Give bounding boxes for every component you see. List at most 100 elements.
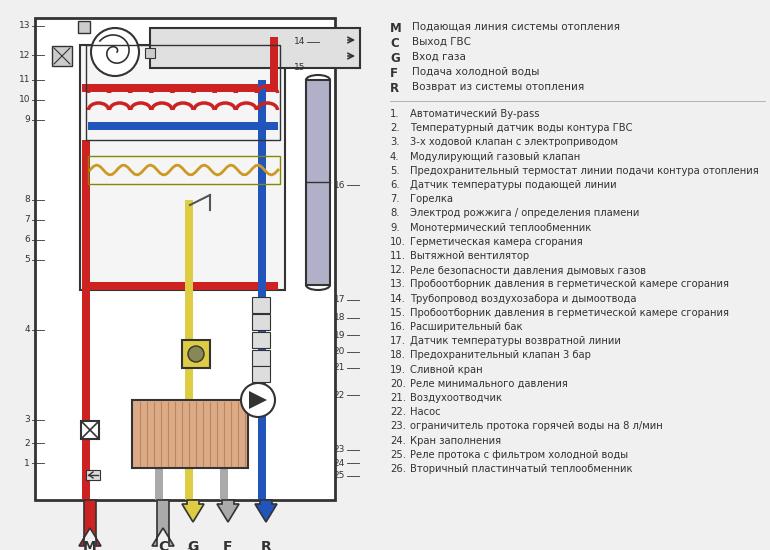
Bar [220,420,228,500]
Bar [88,156,280,184]
Text: 12: 12 [18,51,30,59]
Text: 25.: 25. [390,450,406,460]
Text: 13.: 13. [390,279,406,289]
Text: 9: 9 [24,116,30,124]
Bar [258,80,266,500]
Text: Реле безопасности давления дымовых газов: Реле безопасности давления дымовых газов [410,265,646,275]
Text: Подающая линия системы отопления: Подающая линия системы отопления [412,22,620,32]
Bar [306,80,330,285]
Polygon shape [182,500,204,522]
Text: Модулирующий газовый клапан: Модулирующий газовый клапан [410,152,581,162]
Text: 20.: 20. [390,379,406,389]
Bar [88,122,278,130]
Text: 24.: 24. [390,436,406,446]
Text: 5.: 5. [390,166,400,176]
Text: Возврат из системы отопления: Возврат из системы отопления [412,82,584,92]
Bar [81,421,99,439]
Text: Вытяжной вентилятор: Вытяжной вентилятор [410,251,529,261]
Bar [252,366,270,382]
Bar [252,350,270,366]
Text: Подача холодной воды: Подача холодной воды [412,67,539,77]
Bar [185,290,193,350]
Text: Трубопровод воздухозабора и дымоотвода: Трубопровод воздухозабора и дымоотвода [410,294,637,304]
Bar [155,445,163,500]
Text: 16: 16 [333,180,345,190]
Circle shape [241,383,275,417]
Text: 22.: 22. [390,407,406,417]
Text: 4.: 4. [390,152,400,162]
Text: 4: 4 [25,326,30,334]
Text: 14.: 14. [390,294,406,304]
Text: 24: 24 [333,459,345,468]
Circle shape [188,346,204,362]
Text: 11.: 11. [390,251,406,261]
Bar [252,297,270,313]
Text: 15: 15 [293,63,305,73]
Text: Воздухоотводчик: Воздухоотводчик [410,393,502,403]
Text: 25: 25 [333,471,345,481]
Text: Вторичный пластинчатый теплообменник: Вторичный пластинчатый теплообменник [410,464,632,474]
Text: 7: 7 [24,216,30,224]
Text: 7.: 7. [390,194,400,204]
Text: 1: 1 [24,459,30,468]
Text: 5: 5 [24,256,30,265]
Text: 15.: 15. [390,308,406,318]
Text: 17.: 17. [390,336,406,346]
Text: C: C [390,37,399,50]
Text: 14: 14 [293,37,305,47]
Text: 6: 6 [24,235,30,245]
Bar [182,340,210,368]
Text: ограничитель протока горячей воды на 8 л/мин: ограничитель протока горячей воды на 8 л… [410,421,663,431]
Polygon shape [217,500,239,522]
Text: 8: 8 [24,195,30,205]
Text: 26.: 26. [390,464,406,474]
Text: G: G [187,540,199,550]
Bar [86,470,100,480]
Bar [145,48,155,58]
Text: M: M [390,22,402,35]
Text: Горелка: Горелка [410,194,453,204]
Bar [252,314,270,330]
Polygon shape [79,500,101,546]
Text: Реле протока с фильтром холодной воды: Реле протока с фильтром холодной воды [410,450,628,460]
Text: 10: 10 [18,96,30,104]
Bar [86,45,280,140]
Text: Выход ГВС: Выход ГВС [412,37,471,47]
Text: 2.: 2. [390,123,400,133]
Bar [252,332,270,348]
Text: Пробоотборник давления в герметической камере сгорания: Пробоотборник давления в герметической к… [410,279,729,289]
Polygon shape [255,500,277,522]
Text: 21: 21 [333,364,345,372]
Text: Монотермический теплообменник: Монотермический теплообменник [410,223,591,233]
Text: Датчик температуры подающей линии: Датчик температуры подающей линии [410,180,617,190]
Text: Сливной кран: Сливной кран [410,365,483,375]
Text: 2: 2 [25,438,30,448]
Text: Предохранительный термостат линии подачи контура отопления: Предохранительный термостат линии подачи… [410,166,758,176]
Text: Автоматический By-pass: Автоматический By-pass [410,109,540,119]
Bar [35,18,335,500]
Text: 17: 17 [333,295,345,305]
Text: 19.: 19. [390,365,406,375]
Text: 23: 23 [333,446,345,454]
Text: 18: 18 [333,314,345,322]
Circle shape [91,28,139,76]
Text: F: F [223,540,233,550]
Text: G: G [390,52,400,65]
Text: Расширительный бак: Расширительный бак [410,322,523,332]
Text: 3-х ходовой клапан с электроприводом: 3-х ходовой клапан с электроприводом [410,138,618,147]
Text: Предохранительный клапан 3 бар: Предохранительный клапан 3 бар [410,350,591,360]
Bar [52,46,72,66]
Bar [155,405,163,460]
Text: 21.: 21. [390,393,406,403]
Bar [80,45,285,290]
Bar [132,400,248,468]
Bar [185,200,193,500]
Text: 18.: 18. [390,350,406,360]
Text: M: M [83,540,97,550]
Polygon shape [249,391,267,409]
Text: 13: 13 [18,21,30,30]
Text: 22: 22 [333,390,345,399]
Text: 8.: 8. [390,208,400,218]
Text: 20: 20 [333,348,345,356]
Text: 11: 11 [18,75,30,85]
